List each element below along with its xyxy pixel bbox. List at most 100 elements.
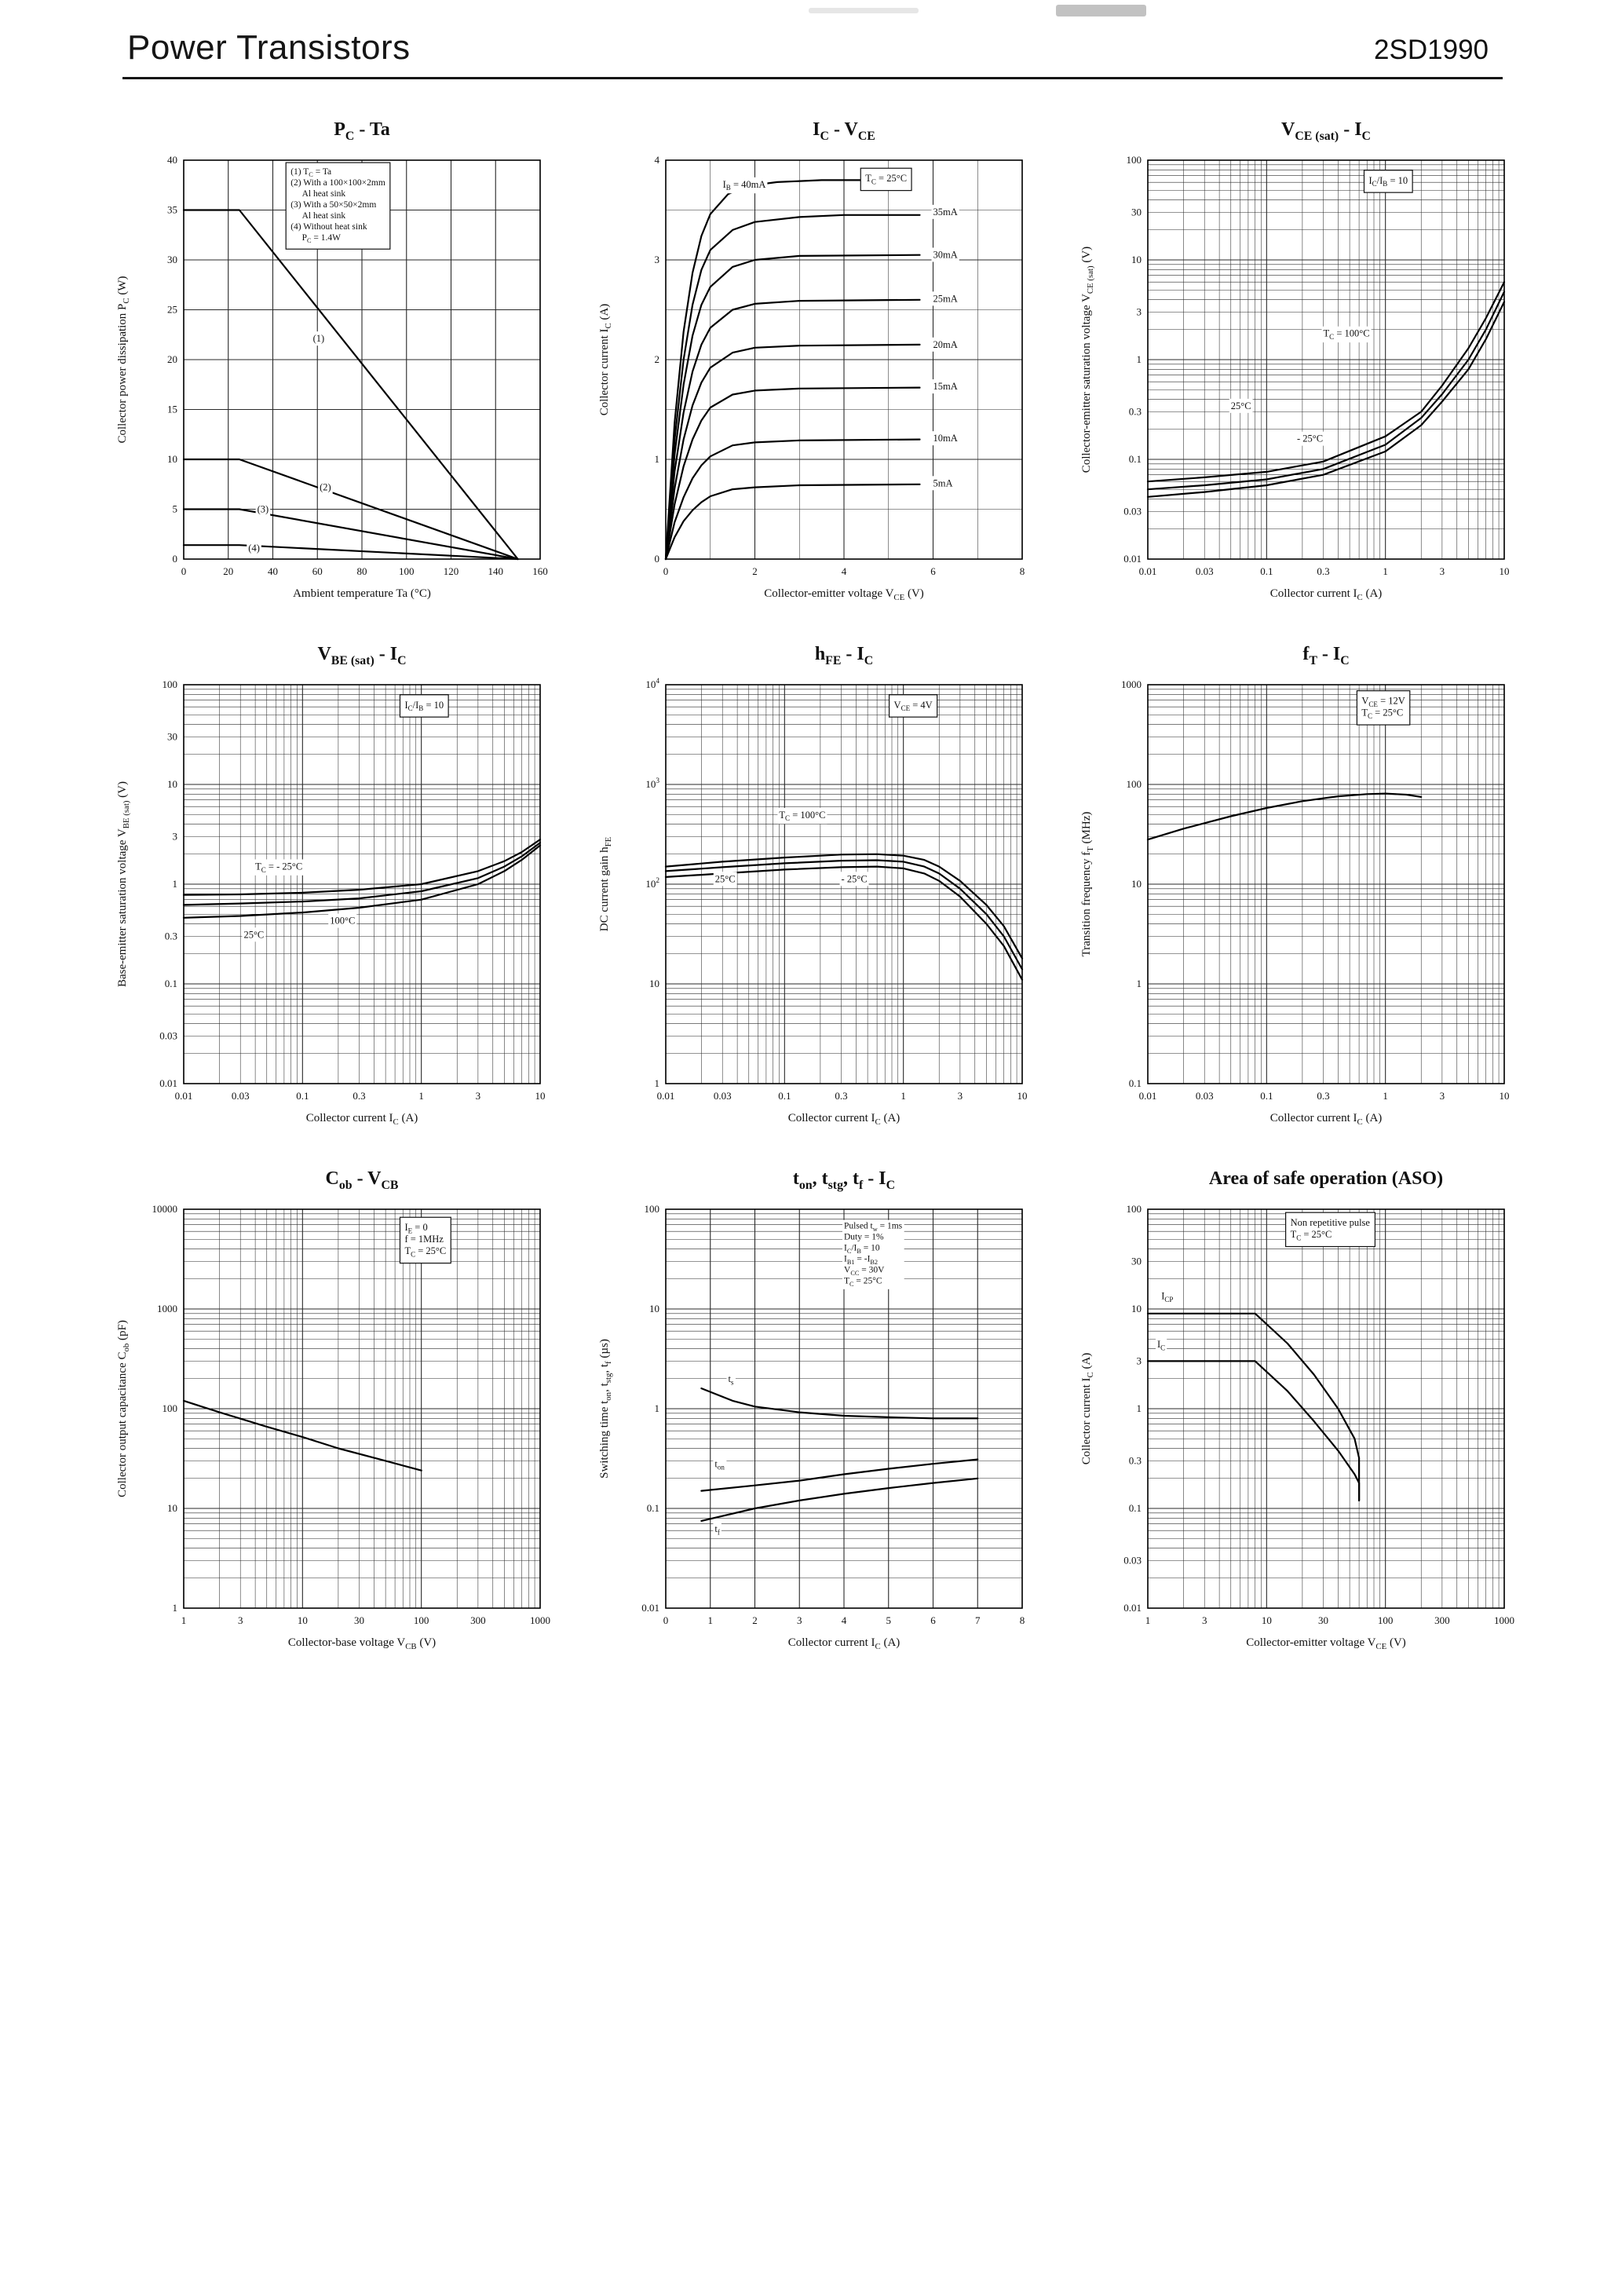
- svg-text:- 25°C: - 25°C: [842, 873, 868, 884]
- chart-grid: PC - Ta 0 20 40 60 80 100 120 140 160 0 5 10 15 20 25 3…: [93, 118, 1537, 1671]
- svg-text:VCC = 30V: VCC = 30V: [844, 1266, 885, 1277]
- svg-text:Ambient temperature Ta (°C): Ambient temperature Ta (°C): [293, 587, 431, 600]
- svg-text:100: 100: [163, 1402, 178, 1414]
- svg-text:10: 10: [1500, 1090, 1510, 1102]
- svg-text:Duty = 1%: Duty = 1%: [844, 1233, 884, 1242]
- svg-text:Non repetitive pulse: Non repetitive pulse: [1291, 1217, 1371, 1228]
- svg-text:3: 3: [1440, 1090, 1445, 1102]
- svg-text:100: 100: [645, 1203, 660, 1215]
- svg-text:30: 30: [1318, 1614, 1328, 1626]
- svg-text:10: 10: [1131, 1303, 1142, 1314]
- svg-text:103: 103: [645, 777, 659, 790]
- svg-text:Collector output capacitance C: Collector output capacitance Cob (pF): [116, 1320, 131, 1497]
- svg-text:6: 6: [930, 1614, 936, 1626]
- svg-text:0.01: 0.01: [1123, 553, 1142, 565]
- svg-text:30: 30: [167, 730, 177, 742]
- svg-text:0.03: 0.03: [1123, 505, 1142, 517]
- svg-text:1: 1: [1137, 1402, 1142, 1414]
- svg-text:1000: 1000: [1494, 1614, 1514, 1626]
- svg-text:300: 300: [470, 1614, 486, 1626]
- svg-text:TC = 25°C: TC = 25°C: [1361, 707, 1403, 720]
- chart-canvas: 0.01 0.03 0.1 0.3 1 3 10 1 10 102 103 104 Collector …: [598, 678, 1028, 1127]
- svg-text:140: 140: [488, 565, 504, 577]
- svg-text:- 25°C: - 25°C: [1297, 433, 1323, 444]
- svg-text:0.01: 0.01: [1139, 565, 1157, 577]
- svg-text:2: 2: [752, 565, 758, 577]
- chart-cell-vce-sat-ic: VCE (sat) - IC 0.01 0.03 0.1 0.3 1 3 10 0.01 0.0…: [1057, 118, 1537, 622]
- svg-text:0.3: 0.3: [1129, 1454, 1142, 1466]
- svg-text:1: 1: [901, 1090, 906, 1102]
- svg-text:Collector-emitter voltage VCE: Collector-emitter voltage VCE (V): [1246, 1636, 1406, 1651]
- svg-text:10: 10: [167, 778, 177, 790]
- svg-text:0.1: 0.1: [1260, 565, 1273, 577]
- svg-text:Collector-emitter voltage VCE: Collector-emitter voltage VCE (V): [764, 587, 924, 602]
- svg-text:30: 30: [167, 254, 177, 265]
- svg-text:0.01: 0.01: [657, 1090, 675, 1102]
- svg-text:(4): (4): [248, 543, 260, 554]
- svg-text:10: 10: [1131, 878, 1142, 890]
- svg-text:100: 100: [163, 678, 178, 690]
- svg-text:3: 3: [238, 1614, 243, 1626]
- svg-text:Transition frequency fT (MHz): Transition frequency fT (MHz): [1080, 812, 1095, 957]
- chart-canvas: 0.01 0.03 0.1 0.3 1 3 10 0.01 0.03 0.1 0.3 1 3 10 30 10…: [1080, 154, 1510, 602]
- svg-text:TC = 100°C: TC = 100°C: [1324, 328, 1370, 341]
- svg-text:100: 100: [1127, 154, 1142, 166]
- svg-text:Al heat sink: Al heat sink: [290, 189, 345, 199]
- svg-text:10: 10: [167, 453, 177, 465]
- svg-text:3: 3: [655, 254, 660, 265]
- chart-cell-ic-vce: IC - VCE 0 2 4 6 8 0 1 2 3 4 Collector-emitter vol…: [575, 118, 1055, 622]
- svg-text:10: 10: [649, 978, 659, 989]
- svg-text:0.3: 0.3: [835, 1090, 847, 1102]
- svg-text:(3) With a 50×50×2mm: (3) With a 50×50×2mm: [290, 200, 376, 210]
- chart-canvas: 0 20 40 60 80 100 120 140 160 0 5 10 15 20 25 30 35 40 Amb…: [116, 154, 548, 600]
- svg-text:0.3: 0.3: [1317, 565, 1329, 577]
- svg-text:80: 80: [357, 565, 367, 577]
- svg-text:Collector-emitter saturation v: Collector-emitter saturation voltage VCE…: [1080, 247, 1095, 473]
- svg-text:25mA: 25mA: [933, 293, 958, 304]
- svg-text:40: 40: [167, 154, 177, 166]
- chart-cell-hfe-ic: hFE - IC 0.01 0.03 0.1 0.3 1 3 10 1 10 102 103 104 C…: [575, 642, 1055, 1146]
- svg-text:Base-emitter saturation voltag: Base-emitter saturation voltage VBE (sat…: [116, 781, 131, 987]
- svg-text:1: 1: [655, 1077, 660, 1089]
- svg-text:ts: ts: [728, 1373, 733, 1386]
- chart-canvas: 1 3 10 30 100 300 1000 1 10 100 1000 10000 Collector…: [116, 1203, 550, 1651]
- svg-text:Collector current IC (A): Collector current IC (A): [788, 1112, 901, 1127]
- svg-text:25°C: 25°C: [1231, 400, 1251, 411]
- chart-canvas: 0.01 0.03 0.1 0.3 1 3 10 0.1 1 10 100 1000 Collector…: [1080, 678, 1510, 1127]
- svg-text:3: 3: [1137, 1355, 1142, 1366]
- chart-cell-switching-time: ton, tstg, tf - IC 0 1 2 3 4 5 6 7 8 0.01 0.1 1 10 10…: [575, 1167, 1055, 1671]
- svg-text:3: 3: [1137, 305, 1142, 317]
- svg-text:(4) Without heat sink: (4) Without heat sink: [290, 222, 367, 232]
- svg-text:IB = 40mA: IB = 40mA: [723, 179, 766, 192]
- chart-cell-ft-ic: fT - IC 0.01 0.03 0.1 0.3 1 3 10 0.1 1 10 100 1000 C…: [1057, 642, 1537, 1146]
- svg-text:Collector power dissipation PC: Collector power dissipation PC (W): [116, 276, 131, 443]
- svg-text:2: 2: [655, 353, 660, 365]
- svg-text:10: 10: [535, 1090, 546, 1102]
- svg-text:(2) With a 100×100×2mm: (2) With a 100×100×2mm: [290, 178, 385, 188]
- svg-text:TC = - 25°C: TC = - 25°C: [255, 861, 302, 873]
- chart-canvas: 1 3 10 30 100 300 1000 0.01 0.03 0.1 0.3 1 3 10 30 100 C…: [1080, 1203, 1514, 1651]
- chart-title: hFE - IC: [814, 644, 874, 667]
- svg-text:0.1: 0.1: [1260, 1090, 1273, 1102]
- chart-title: PC - Ta: [334, 119, 390, 143]
- svg-text:0.01: 0.01: [1139, 1090, 1157, 1102]
- svg-text:Collector current IC (A): Collector current IC (A): [306, 1112, 418, 1127]
- svg-text:0: 0: [663, 1614, 669, 1626]
- svg-text:7: 7: [975, 1614, 981, 1626]
- svg-text:DC current gain hFE: DC current gain hFE: [598, 836, 613, 931]
- svg-text:Collector current IC (A): Collector current IC (A): [788, 1636, 901, 1651]
- svg-text:Collector current IC (A): Collector current IC (A): [1270, 587, 1383, 602]
- svg-text:20mA: 20mA: [933, 339, 958, 350]
- scan-artifact: [809, 8, 919, 13]
- svg-text:TC = 25°C: TC = 25°C: [1291, 1229, 1332, 1241]
- chart-canvas: 0 2 4 6 8 0 1 2 3 4 Collector-emitter voltage VCE …: [598, 154, 1025, 602]
- svg-text:1: 1: [1137, 353, 1142, 365]
- chart-canvas: 0.01 0.03 0.1 0.3 1 3 10 0.01 0.03 0.1 0.3 1 3 10 30 10…: [116, 678, 546, 1127]
- svg-text:10mA: 10mA: [933, 433, 958, 444]
- svg-text:VCE = 4V: VCE = 4V: [894, 700, 933, 712]
- svg-text:PC = 1.4W: PC = 1.4W: [290, 233, 341, 244]
- svg-text:10: 10: [167, 1502, 177, 1514]
- svg-text:IC: IC: [1157, 1339, 1165, 1351]
- svg-text:ton: ton: [714, 1458, 725, 1471]
- svg-text:6: 6: [930, 565, 936, 577]
